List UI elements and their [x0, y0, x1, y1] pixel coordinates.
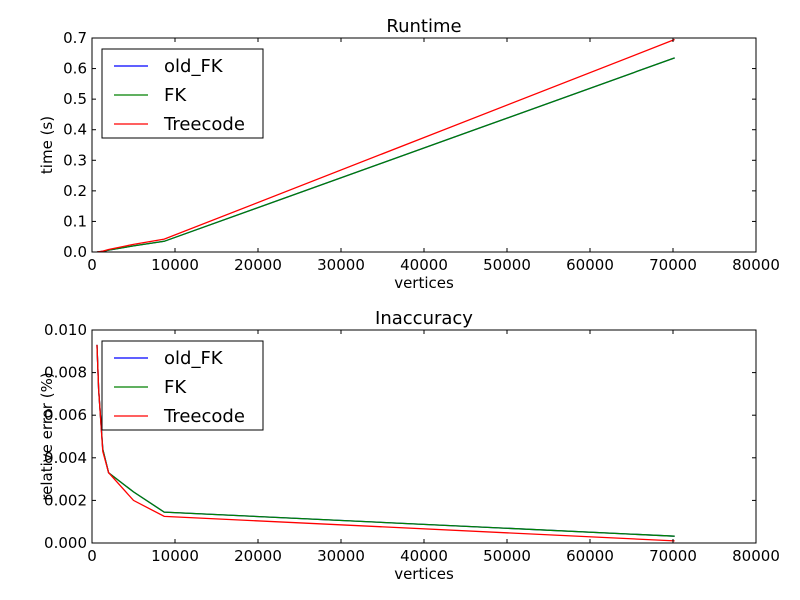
y-tick-label: 0.008: [44, 364, 87, 382]
runtime-chart: 0 10000 20000 30000 40000 50000 60000 70000 8000…: [38, 16, 780, 292]
series-line-treecode: [96, 344, 675, 542]
y-axis-label: time (s): [38, 116, 56, 174]
x-tick-label: 60000: [566, 547, 614, 565]
x-tick-label: 10000: [151, 256, 199, 274]
legend-label-old-fk: old_FK: [164, 348, 224, 369]
y-axis-label: relative error (%): [38, 372, 56, 500]
x-tick-label: 50000: [483, 256, 531, 274]
inaccuracy-chart: 0 10000 20000 30000 40000 50000 60000 70000 8000…: [38, 308, 780, 583]
legend: old_FK FK Treecode: [101, 340, 264, 431]
x-tick-label: 20000: [234, 256, 282, 274]
y-tick-label: 0.002: [44, 491, 87, 509]
x-tick-label: 30000: [317, 547, 365, 565]
x-tick-label: 0: [87, 256, 97, 274]
x-tick-label: 80000: [732, 256, 780, 274]
legend-box: [101, 340, 264, 431]
legend: old_FK FK Treecode: [101, 48, 264, 139]
x-tick-label: 80000: [732, 547, 780, 565]
legend-label-old-fk: old_FK: [164, 56, 224, 77]
x-axis-label: vertices: [394, 274, 454, 292]
series-line-treecode: [96, 38, 675, 252]
y-tick-label: 0.0: [63, 243, 87, 261]
y-tick-label: 0.1: [63, 212, 87, 230]
y-tick-label: 0.6: [63, 60, 87, 78]
y-tick-label: 0.5: [63, 90, 87, 108]
x-tick-label: 30000: [317, 256, 365, 274]
x-tick-label: 70000: [649, 256, 697, 274]
y-tick-label: 0.4: [63, 121, 87, 139]
x-tick-label: 20000: [234, 547, 282, 565]
x-tick-label: 60000: [566, 256, 614, 274]
x-tick-label: 40000: [400, 547, 448, 565]
y-tick-label: 0.7: [63, 29, 87, 47]
x-tick-label: 50000: [483, 547, 531, 565]
legend-label-fk: FK: [164, 377, 187, 398]
legend-label-fk: FK: [164, 85, 187, 106]
x-tick-label: 40000: [400, 256, 448, 274]
x-axis-label: vertices: [394, 565, 454, 583]
x-tick-label: 0: [87, 547, 97, 565]
x-tick-label: 10000: [151, 547, 199, 565]
y-tick-label: 0.010: [44, 321, 87, 339]
chart-title: Inaccuracy: [375, 308, 473, 329]
y-tick-label: 0.004: [44, 449, 87, 467]
y-tick-label: 0.2: [63, 182, 87, 200]
plot-area: [96, 38, 675, 252]
y-tick-label: 0.006: [44, 406, 87, 424]
legend-box: [101, 48, 264, 139]
legend-label-treecode: Treecode: [163, 406, 245, 427]
x-tick-label: 70000: [649, 547, 697, 565]
legend-label-treecode: Treecode: [163, 114, 245, 135]
y-tick-label: 0.000: [44, 534, 87, 552]
chart-title: Runtime: [386, 16, 461, 37]
plot-area: [96, 344, 675, 542]
y-tick-label: 0.3: [63, 151, 87, 169]
